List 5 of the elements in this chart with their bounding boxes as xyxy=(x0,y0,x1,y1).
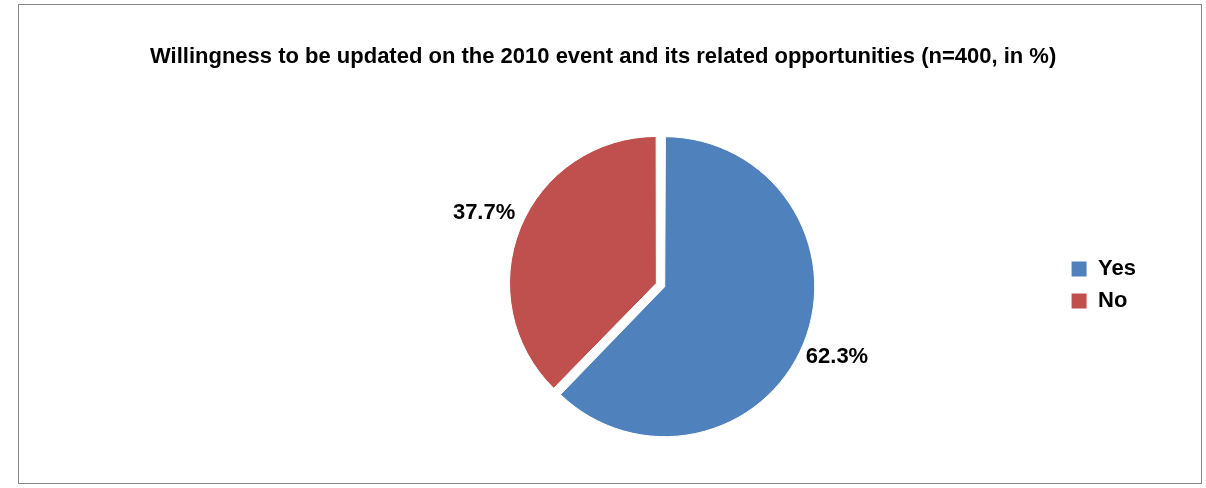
data-label: 62.3% xyxy=(805,342,869,368)
legend-label: No xyxy=(1098,287,1128,313)
legend-label: Yes xyxy=(1098,255,1137,281)
chart-title: Willingness to be updated on the 2010 event and its related opportunities (n=400, in %) xyxy=(150,42,1058,70)
data-label: 37.7% xyxy=(452,199,516,225)
